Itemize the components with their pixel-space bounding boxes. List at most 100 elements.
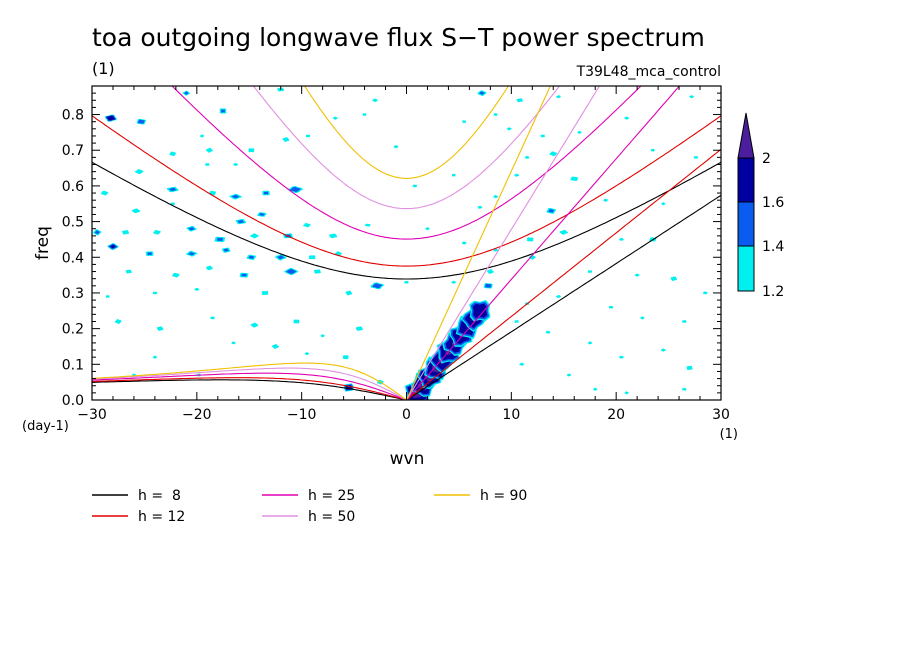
contour-blob — [194, 287, 200, 291]
contour-blob — [479, 91, 485, 95]
contour-blob — [702, 291, 708, 295]
rossby-curve — [92, 372, 407, 400]
kelvin-curve — [406, 148, 721, 400]
contour-blob — [329, 233, 338, 239]
contour-blob — [233, 163, 238, 166]
contour-blob — [125, 269, 132, 274]
contour-blob — [362, 113, 367, 116]
x-tick-label: 0 — [402, 407, 411, 423]
contour-blob — [261, 290, 269, 296]
contour-blob — [205, 147, 213, 153]
contour-blob — [277, 255, 285, 260]
contour-blob — [577, 131, 582, 134]
contour-blob — [555, 95, 562, 99]
chart-subtitle-left: (1) — [92, 59, 115, 78]
y-axis-label: freq — [33, 226, 53, 260]
colorbar-label: 1.4 — [762, 239, 784, 255]
y-tick-label: 0.2 — [62, 322, 84, 338]
colorbar-swatch — [737, 245, 755, 292]
contour-blob — [514, 320, 519, 323]
y-tick-label: 0.1 — [62, 357, 84, 373]
gravity-wave-curve — [252, 86, 561, 210]
contour-blob — [216, 237, 224, 242]
y-tick-label: 0.0 — [62, 393, 84, 409]
contour-blob — [170, 202, 175, 206]
contour-blob — [587, 270, 593, 273]
x-axis-label: wvn — [390, 449, 425, 469]
legend-label: h = 25 — [308, 488, 355, 504]
dispersion-curves — [92, 86, 721, 400]
contour-blob — [608, 305, 614, 309]
y-tick-label: 0.4 — [62, 250, 84, 266]
contour-blob — [660, 348, 667, 352]
contour-blob — [105, 295, 110, 298]
contour-blob — [332, 116, 338, 120]
contour-blob — [172, 272, 180, 278]
contour-blob — [404, 280, 409, 284]
contour-blob — [184, 91, 189, 95]
contour-blob — [156, 326, 164, 331]
contour-blob — [342, 355, 349, 360]
contour-blob — [364, 223, 371, 227]
contour-blob — [624, 116, 630, 120]
contour-blob — [462, 120, 467, 123]
x-tick-label: −30 — [77, 407, 107, 423]
contour-blob — [412, 184, 418, 188]
gravity-wave-curve — [303, 86, 510, 179]
contour-blob — [619, 355, 624, 359]
contour-blob — [372, 283, 382, 289]
contour-blob — [248, 255, 255, 259]
y-tick-label: 0.6 — [62, 179, 84, 195]
colorbar-label: 1.6 — [762, 195, 784, 211]
legend: h = 8 h = 12 h = 25 h = 50 h = 90 — [92, 488, 527, 525]
colorbar-swatch — [737, 201, 755, 247]
contour-blob — [114, 319, 122, 324]
rossby-curve — [92, 362, 407, 400]
contour-blob — [506, 127, 512, 131]
colorbar-triangle — [737, 112, 755, 159]
y-tick-label: 0.3 — [62, 286, 84, 302]
contour-blob — [461, 241, 467, 245]
contour-blob — [94, 230, 100, 235]
kelvin-curve — [406, 86, 681, 400]
contour-blob — [271, 344, 279, 349]
contour-blob — [250, 322, 259, 328]
contour-blob — [559, 229, 569, 235]
contour-blob — [249, 233, 260, 239]
contour-blob — [107, 115, 115, 121]
contour-blob — [231, 341, 236, 345]
contour-blob — [661, 202, 666, 206]
rossby-curve — [92, 379, 407, 400]
gravity-wave-curve — [171, 86, 642, 240]
contour-blob — [134, 169, 144, 175]
contour-blob — [248, 148, 255, 153]
contour-blob — [293, 319, 300, 324]
kelvin-curve — [405, 86, 551, 400]
contour-blob — [152, 355, 158, 359]
contour-blob — [688, 95, 695, 99]
contour-blob — [223, 248, 229, 252]
legend-label: h = 8 — [138, 488, 181, 504]
contour-blob — [308, 255, 316, 260]
gravity-wave-curve — [92, 161, 721, 280]
contour-blob — [131, 208, 141, 214]
y-tick-label: 0.8 — [62, 108, 84, 124]
contour-blob — [493, 113, 498, 116]
legend-label: h = 12 — [138, 509, 185, 525]
contour-blob — [549, 151, 558, 157]
contour-blob — [524, 156, 530, 159]
contour-blob — [137, 119, 145, 124]
contour-blob — [548, 209, 554, 213]
rossby-curve — [92, 377, 407, 400]
contour-blob — [624, 391, 629, 395]
contour-blob — [516, 98, 523, 103]
axis-ticks: −30 −20 −10 0 10 20 30 0.0 0.1 0.2 0.3 0.4 0.5 0.6 0.7… — [62, 85, 730, 423]
contour-blob — [686, 365, 693, 371]
contour-blob — [121, 230, 130, 235]
contour-blob — [313, 269, 321, 274]
contour-blob — [110, 244, 116, 249]
contour-blob — [451, 173, 456, 177]
contour-blob — [693, 156, 699, 159]
contour-blob — [210, 316, 215, 320]
contour-blob — [570, 176, 579, 181]
